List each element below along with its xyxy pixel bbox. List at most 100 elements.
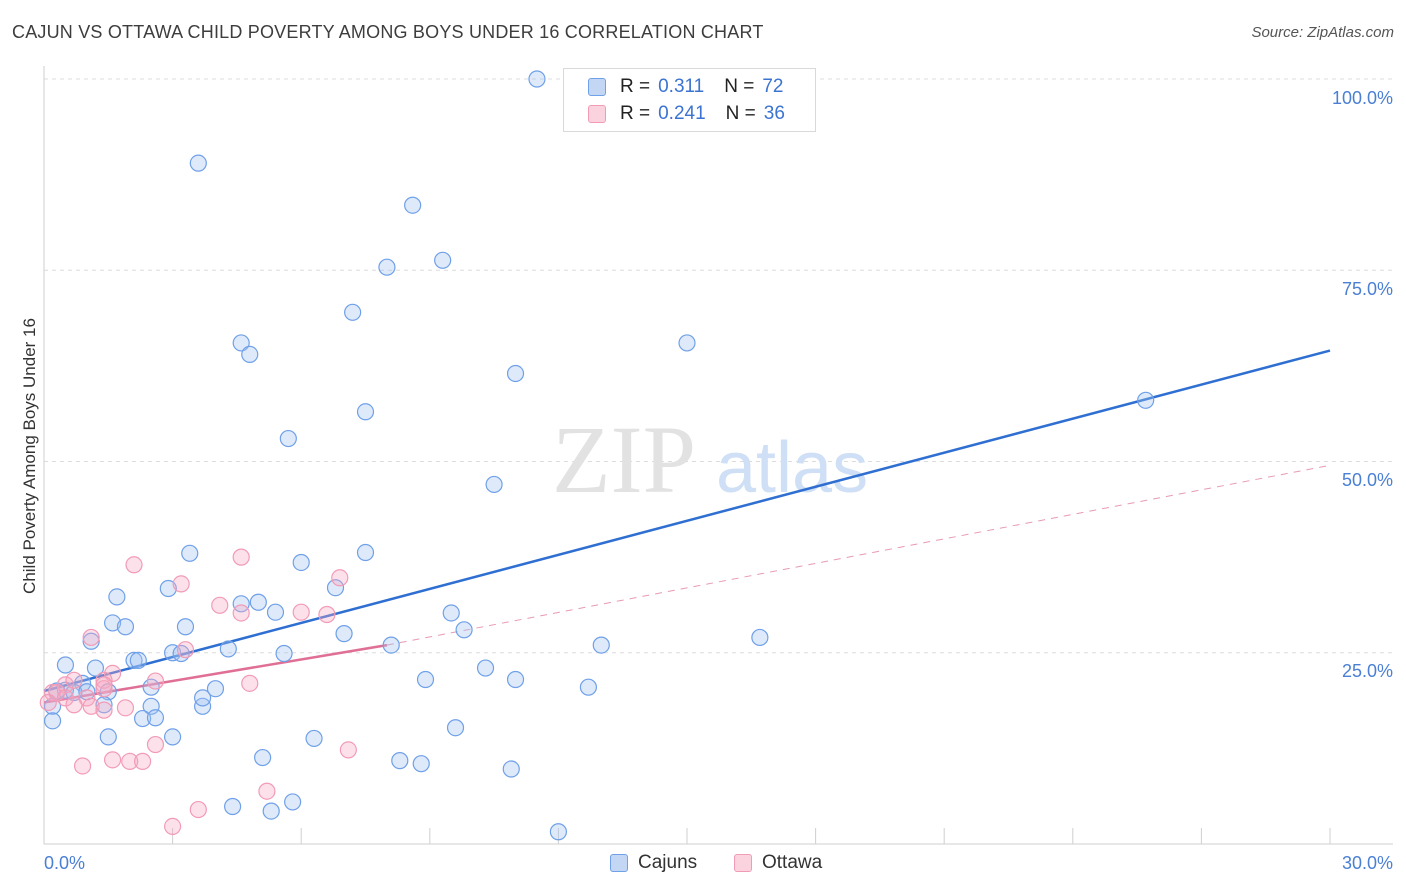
point-cajuns-58 bbox=[43, 712, 62, 730]
point-ottawa-6 bbox=[292, 603, 310, 621]
point-cajuns-16 bbox=[356, 543, 375, 562]
point-cajuns-60 bbox=[146, 709, 165, 727]
point-cajuns-32 bbox=[751, 628, 769, 647]
point-cajuns-66 bbox=[391, 752, 409, 770]
data-points bbox=[39, 70, 1155, 841]
correlation-legend: R = 0.311 N = 72 R = 0.241 N = 36 bbox=[563, 68, 816, 132]
point-cajuns-37 bbox=[125, 651, 143, 670]
series-swatch-cajuns bbox=[610, 854, 628, 872]
y-tick-label-50: 50.0% bbox=[1342, 470, 1393, 490]
point-cajuns-36 bbox=[275, 644, 293, 663]
x-tick-label-min: 0.0% bbox=[44, 853, 85, 873]
point-cajuns-48 bbox=[206, 680, 225, 698]
series-legend-cajuns[interactable]: Cajuns bbox=[610, 852, 697, 874]
point-cajuns-25 bbox=[116, 618, 135, 636]
legend-n-label: N = bbox=[725, 103, 756, 124]
point-ottawa-4 bbox=[211, 596, 229, 614]
point-cajuns-56 bbox=[194, 689, 212, 707]
legend-n-label: N = bbox=[724, 76, 755, 97]
point-ottawa-29 bbox=[121, 752, 139, 770]
point-cajuns-18 bbox=[159, 579, 177, 598]
point-ottawa-8 bbox=[82, 628, 100, 647]
watermark-atlas: atlas bbox=[716, 428, 868, 508]
point-ottawa-14 bbox=[95, 680, 113, 698]
point-ottawa-30 bbox=[133, 752, 152, 770]
point-cajuns-71 bbox=[284, 793, 302, 811]
point-ottawa-9 bbox=[176, 641, 195, 659]
point-ottawa-35 bbox=[164, 817, 182, 836]
series-legend-ottawa[interactable]: Ottawa bbox=[734, 852, 822, 874]
point-cajuns-27 bbox=[455, 621, 473, 639]
y-tick-label-75: 75.0% bbox=[1342, 279, 1393, 299]
point-cajuns-62 bbox=[99, 728, 117, 746]
point-cajuns-11 bbox=[356, 403, 375, 421]
legend-swatch-cajuns bbox=[588, 78, 606, 96]
point-cajuns-41 bbox=[476, 659, 495, 677]
watermark-zip: ZIP bbox=[552, 406, 696, 513]
point-cajuns-9 bbox=[506, 364, 525, 383]
point-cajuns-21 bbox=[249, 593, 267, 611]
point-cajuns-23 bbox=[442, 604, 460, 622]
point-ottawa-21 bbox=[39, 693, 57, 712]
point-ottawa-28 bbox=[103, 751, 122, 769]
legend-r-value-ottawa: 0.241 bbox=[658, 103, 706, 124]
point-ottawa-2 bbox=[172, 575, 190, 593]
point-ottawa-26 bbox=[146, 672, 165, 690]
point-cajuns-61 bbox=[446, 719, 465, 737]
point-cajuns-22 bbox=[266, 603, 285, 621]
point-cajuns-40 bbox=[86, 659, 105, 677]
point-cajuns-19 bbox=[108, 588, 126, 606]
point-ottawa-33 bbox=[258, 782, 276, 800]
watermark: ZIP atlas bbox=[552, 406, 868, 513]
point-cajuns-0 bbox=[528, 70, 546, 88]
point-cajuns-64 bbox=[305, 729, 323, 748]
point-ottawa-16 bbox=[241, 674, 259, 692]
point-cajuns-33 bbox=[219, 640, 237, 658]
point-cajuns-72 bbox=[549, 823, 568, 841]
y-tick-label-25: 25.0% bbox=[1342, 661, 1393, 681]
point-ottawa-5 bbox=[232, 604, 250, 622]
point-ottawa-3 bbox=[331, 569, 349, 587]
point-cajuns-15 bbox=[292, 553, 310, 572]
series-label-cajuns: Cajuns bbox=[638, 852, 698, 873]
point-cajuns-20 bbox=[232, 595, 250, 613]
y-tick-label-100: 100.0% bbox=[1332, 88, 1393, 108]
point-cajuns-70 bbox=[262, 802, 280, 820]
point-ottawa-15 bbox=[95, 676, 113, 694]
point-cajuns-69 bbox=[224, 797, 242, 816]
legend-r-value-cajuns: 0.311 bbox=[658, 76, 705, 97]
point-cajuns-8 bbox=[678, 334, 696, 352]
axes bbox=[43, 66, 1393, 845]
point-ottawa-31 bbox=[339, 741, 357, 759]
trend-line-ottawa-extension bbox=[386, 464, 1331, 646]
point-cajuns-12 bbox=[279, 429, 297, 448]
point-cajuns-38 bbox=[129, 651, 147, 670]
point-ottawa-25 bbox=[116, 699, 135, 717]
point-ottawa-1 bbox=[232, 548, 250, 566]
point-cajuns-7 bbox=[241, 345, 259, 363]
point-cajuns-4 bbox=[434, 251, 452, 269]
point-cajuns-2 bbox=[404, 196, 422, 214]
chart-source: Source: ZipAtlas.com bbox=[1251, 24, 1394, 41]
point-cajuns-68 bbox=[502, 760, 520, 778]
legend-swatch-ottawa bbox=[588, 105, 606, 123]
legend-r-label: R = bbox=[620, 103, 651, 124]
point-cajuns-1 bbox=[189, 154, 207, 172]
legend-row-cajuns: R = 0.311 N = 72 bbox=[588, 74, 784, 100]
point-cajuns-49 bbox=[416, 670, 435, 689]
point-cajuns-31 bbox=[592, 636, 610, 654]
point-cajuns-10 bbox=[1137, 391, 1155, 409]
point-ottawa-19 bbox=[56, 689, 75, 707]
point-cajuns-13 bbox=[485, 475, 503, 494]
series-legend: Cajuns Ottawa bbox=[0, 852, 1406, 878]
point-cajuns-59 bbox=[133, 709, 152, 728]
trend-line-cajuns bbox=[43, 349, 1331, 693]
point-cajuns-3 bbox=[378, 258, 396, 276]
point-cajuns-30 bbox=[382, 636, 400, 654]
point-ottawa-24 bbox=[95, 701, 113, 719]
point-cajuns-29 bbox=[82, 632, 100, 650]
legend-n-value-cajuns: 72 bbox=[762, 76, 784, 97]
point-cajuns-34 bbox=[164, 644, 182, 662]
point-cajuns-39 bbox=[56, 656, 75, 674]
